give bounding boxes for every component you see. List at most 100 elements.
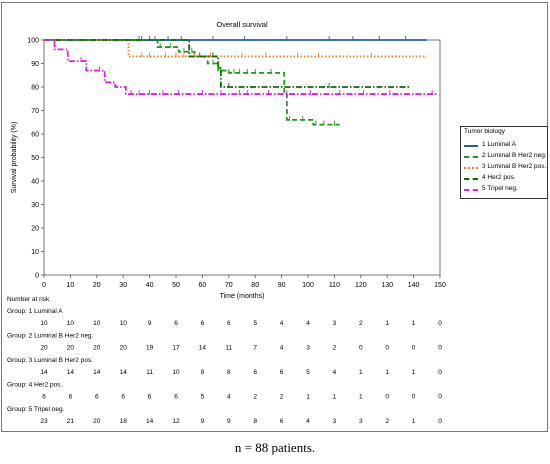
risk-count: 1 (412, 418, 416, 425)
risk-count: 6 (95, 394, 99, 401)
legend-swatch (464, 145, 478, 147)
y-tick-label: 80 (31, 85, 39, 92)
risk-group-label: Group: 2 Luminal B Her2 neg. (7, 333, 94, 340)
risk-count: 6 (201, 320, 205, 327)
y-tick-label: 50 (31, 155, 39, 162)
risk-count: 7 (253, 345, 257, 352)
risk-count: 18 (120, 418, 128, 425)
risk-count: 6 (121, 394, 125, 401)
x-axis-label: Time (months) (220, 293, 265, 300)
risk-count: 0 (412, 345, 416, 352)
risk-count: 14 (199, 345, 207, 352)
risk-count: 0 (438, 394, 442, 401)
chart-legend: Tumor biology 1 Luminal A 2 Luminal B Her… (460, 126, 548, 199)
figure-frame: Overall survival 0 10 20 30 40 50 60 70 80 90 100 0 1… (1, 2, 548, 432)
y-tick-label: 70 (31, 108, 39, 115)
risk-count: 0 (438, 418, 442, 425)
x-tick-label: 130 (381, 282, 393, 289)
risk-count: 20 (67, 345, 75, 352)
risk-count: 3 (333, 320, 337, 327)
risk-count: 1 (385, 369, 389, 376)
risk-count: 6 (148, 394, 152, 401)
risk-count: 14 (40, 369, 48, 376)
risk-count: 9 (148, 320, 152, 327)
x-tick-label: 120 (355, 282, 367, 289)
risk-count: 4 (280, 320, 284, 327)
y-tick-label: 0 (35, 273, 39, 280)
y-tick-label: 90 (31, 61, 39, 68)
risk-count: 4 (306, 418, 310, 425)
legend-label: 3 Luminal B Her2 pos. (482, 163, 547, 170)
risk-count: 14 (120, 369, 128, 376)
risk-count: 0 (385, 345, 389, 352)
series-line-3 (44, 39, 427, 58)
risk-count: 9 (227, 418, 231, 425)
x-tick-label: 140 (408, 282, 420, 289)
risk-table-title: Number at risk (7, 296, 50, 303)
figure-caption: n = 88 patients. (234, 440, 316, 455)
x-tick-label: 70 (225, 282, 233, 289)
risk-count: 2 (385, 418, 389, 425)
risk-count: 5 (201, 394, 205, 401)
risk-count: 10 (93, 320, 101, 327)
risk-count: 5 (306, 369, 310, 376)
risk-group-label: Group: 4 Her2 pos. (7, 382, 62, 389)
risk-count: 6 (280, 369, 284, 376)
risk-count: 1 (359, 394, 363, 401)
risk-count: 20 (120, 345, 128, 352)
risk-count: 0 (438, 345, 442, 352)
risk-count: 10 (67, 320, 75, 327)
x-tick-label: 40 (146, 282, 154, 289)
risk-group-label: Group: 3 Luminal B Her2 pos. (7, 357, 93, 364)
legend-label: 5 Tripel neg. (482, 185, 518, 192)
risk-count: 1 (333, 394, 337, 401)
legend-swatch (464, 189, 478, 191)
risk-count: 11 (225, 345, 232, 352)
risk-count: 8 (227, 369, 231, 376)
x-tick-label: 20 (93, 282, 101, 289)
risk-count: 0 (438, 320, 442, 327)
risk-count: 12 (172, 418, 180, 425)
risk-count: 1 (306, 394, 310, 401)
risk-group-label: Group: 5 Tripel neg. (7, 406, 65, 413)
risk-count: 0 (438, 369, 442, 376)
risk-count: 14 (93, 369, 101, 376)
x-tick-label: 80 (251, 282, 259, 289)
risk-count: 20 (93, 345, 101, 352)
risk-count: 21 (67, 418, 75, 425)
risk-count: 6 (280, 418, 284, 425)
risk-count: 23 (40, 418, 48, 425)
risk-count: 3 (306, 345, 310, 352)
risk-count: 4 (306, 320, 310, 327)
risk-count: 3 (333, 418, 337, 425)
risk-count: 1 (412, 369, 416, 376)
y-tick-label: 30 (31, 202, 39, 209)
risk-count: 0 (385, 394, 389, 401)
legend-swatch (464, 167, 478, 169)
risk-count: 0 (412, 394, 416, 401)
y-tick-label: 100 (27, 38, 39, 45)
x-tick-label: 150 (434, 282, 446, 289)
risk-count: 2 (359, 320, 363, 327)
risk-group-label: Group: 1 Luminal A (7, 308, 63, 315)
y-tick-label: 60 (31, 132, 39, 139)
legend-label: 2 Luminal B Her2 neg. (482, 152, 547, 159)
x-tick-label: 0 (42, 282, 46, 289)
risk-count: 8 (253, 418, 257, 425)
risk-count: 10 (40, 320, 48, 327)
risk-count: 2 (253, 394, 257, 401)
risk-count: 4 (227, 394, 231, 401)
legend-swatch (464, 178, 478, 180)
risk-count: 20 (93, 418, 101, 425)
series-line-4 (44, 39, 411, 88)
risk-count: 1 (359, 369, 363, 376)
risk-count: 6 (253, 369, 257, 376)
y-axis-label: Survival probability (%) (11, 122, 18, 194)
legend-label: 4 Her2 pos. (482, 174, 516, 181)
chart-title: Overall survival (216, 20, 268, 29)
x-tick-label: 60 (199, 282, 207, 289)
risk-count: 1 (385, 320, 389, 327)
risk-count: 14 (67, 369, 75, 376)
y-tick-label: 20 (31, 226, 39, 233)
